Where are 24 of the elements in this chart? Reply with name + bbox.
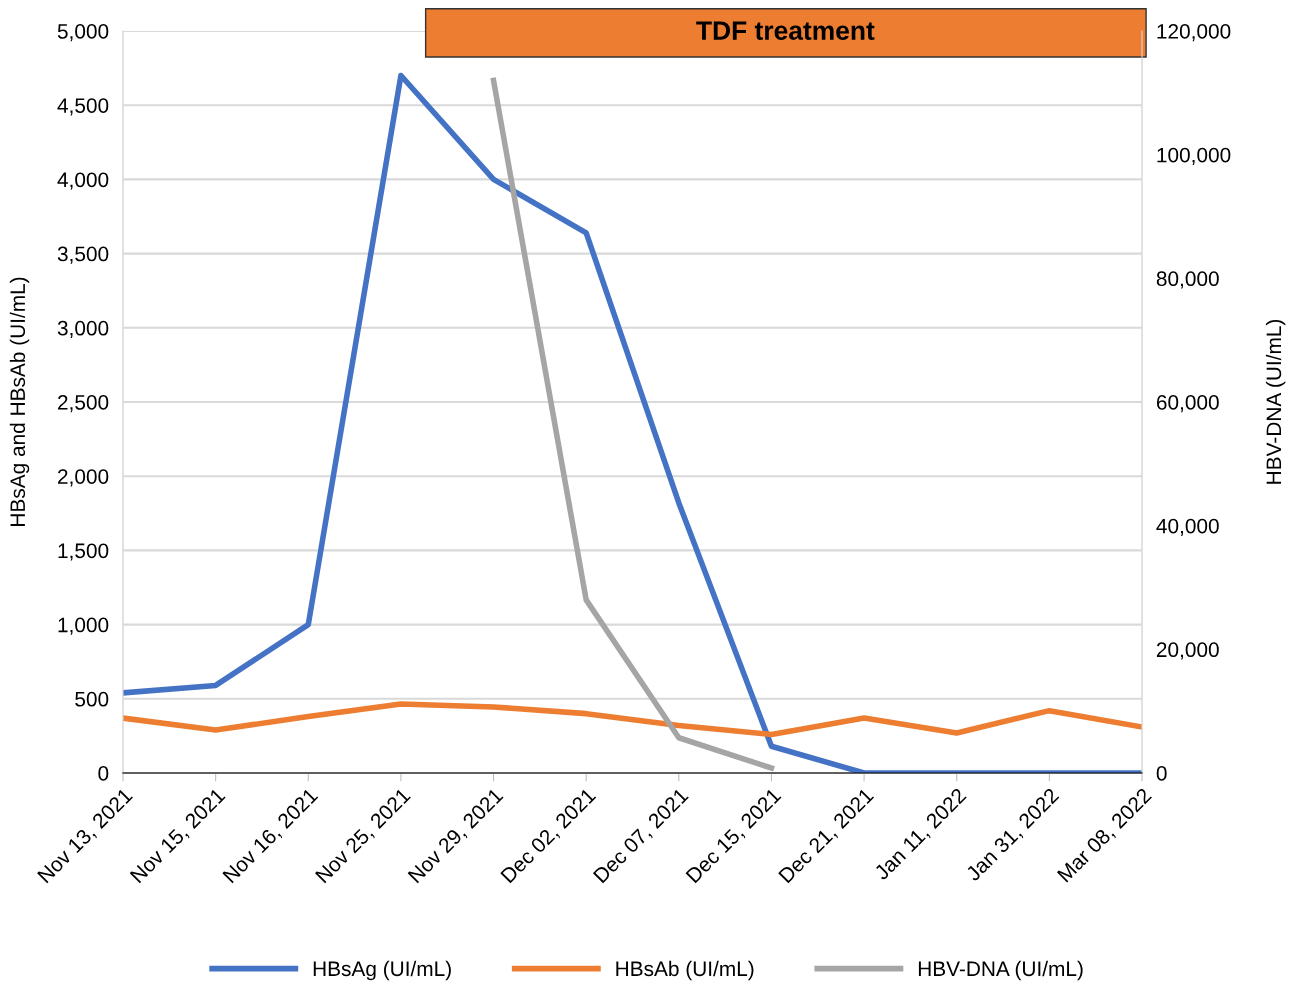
y-tick-label: 2,000: [58, 469, 109, 487]
y-tick-label: 3,000: [57, 320, 109, 339]
y-tick-label: 5,000: [57, 24, 109, 42]
y-tick-label: 4,000: [57, 172, 109, 190]
y-tick-label: 3,500: [57, 246, 109, 264]
y-tick-label: 4,500: [57, 98, 109, 116]
y-axis-title: HBsAg and HBsAb (UI/mL): [9, 277, 30, 526]
y2-tick-label: 20,000: [1156, 642, 1219, 660]
y2-axis-title: HBV-DNA (UI/mL): [1265, 319, 1286, 484]
y2-tick-label: 40,000: [1156, 518, 1219, 536]
y-tick-label: 1,500: [58, 543, 109, 561]
y2-tick-label: 100,000: [1157, 147, 1231, 165]
y-tick-label: 2,500: [58, 395, 109, 413]
annotation: TDF treatment: [696, 21, 875, 40]
y2-tick-label: 120,000: [1157, 24, 1231, 42]
y-tick-label: 0: [98, 766, 109, 781]
legend-label: HBsAg (UI/mL): [313, 960, 451, 981]
y2-tick-label: 60,000: [1156, 395, 1219, 413]
y-tick-label: 500: [75, 691, 109, 707]
y2-tick-label: 0: [1156, 766, 1167, 781]
y2-tick-label: 80,000: [1156, 271, 1219, 289]
legend-label: HBV-DNA (UI/mL): [918, 960, 1083, 981]
y-tick-label: 1,000: [58, 617, 109, 635]
legend-label: HBsAb (UI/mL): [616, 960, 754, 981]
